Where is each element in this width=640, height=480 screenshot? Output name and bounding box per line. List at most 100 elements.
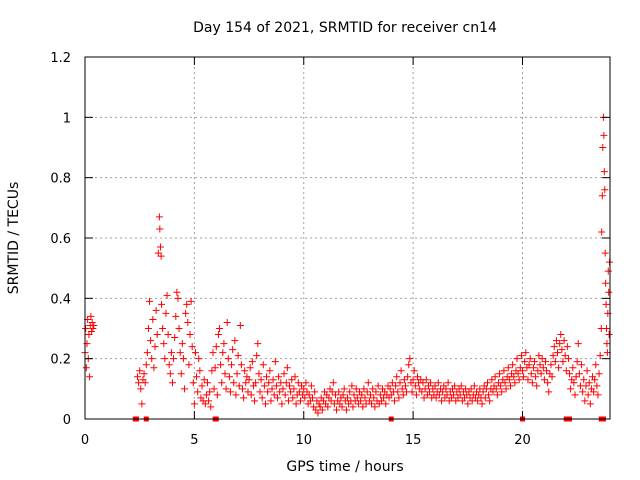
data-point [270, 391, 278, 399]
data-point [412, 391, 420, 399]
data-point [205, 397, 213, 405]
data-point [562, 367, 570, 375]
data-point [236, 321, 244, 329]
data-point [246, 364, 254, 372]
data-point [528, 379, 536, 387]
data-point [350, 391, 358, 399]
data-point [218, 379, 226, 387]
data-point [214, 331, 222, 339]
data-point [431, 382, 439, 390]
data-point [233, 370, 241, 378]
data-point [245, 376, 253, 384]
data-point [438, 397, 446, 405]
data-point [151, 343, 159, 351]
data-point [397, 367, 405, 375]
data-point [592, 361, 600, 369]
data-point [566, 370, 574, 378]
data-point [520, 373, 528, 381]
data-point [329, 379, 337, 387]
data-point [564, 355, 572, 363]
data-point [543, 367, 551, 375]
data-point [519, 367, 526, 375]
data-point [253, 352, 261, 360]
data-point [305, 391, 313, 399]
data-point [584, 391, 592, 399]
data-point [275, 373, 283, 381]
data-point [598, 228, 606, 236]
data-point [496, 370, 504, 378]
data-point [188, 343, 196, 351]
data-point [162, 309, 170, 317]
data-point [586, 400, 594, 408]
data-point [251, 397, 259, 405]
data-point [338, 403, 346, 411]
data-point [193, 373, 201, 381]
data-point [600, 131, 608, 139]
data-point [256, 388, 264, 396]
data-point [491, 373, 499, 381]
data-point [570, 379, 578, 387]
data-point [291, 373, 299, 381]
data-point [529, 364, 537, 372]
x-tick-label: 5 [190, 433, 198, 448]
data-point [572, 373, 580, 381]
data-point [358, 391, 366, 399]
data-point [333, 406, 341, 414]
data-point [283, 364, 291, 372]
data-point [419, 379, 427, 387]
data-point [505, 376, 513, 384]
data-point [547, 361, 555, 369]
data-point [327, 397, 335, 405]
data-point [177, 370, 185, 378]
data-point [602, 300, 610, 308]
data-point [161, 355, 169, 363]
data-point [176, 349, 184, 357]
data-point [196, 367, 204, 375]
y-tick-label: 1 [63, 111, 71, 126]
data-point [185, 361, 193, 369]
data-point [206, 388, 214, 396]
data-point [216, 325, 224, 332]
data-point [533, 382, 541, 390]
data-point [179, 355, 187, 363]
data-point [318, 406, 326, 414]
data-point [515, 376, 523, 384]
x-axis-label: GPS time / hours [286, 459, 403, 475]
data-point [137, 385, 145, 393]
data-point [591, 376, 599, 384]
data-point [143, 349, 151, 357]
y-tick-label: 0.8 [50, 172, 71, 187]
y-tick-label: 0.2 [50, 353, 71, 368]
data-point [181, 385, 189, 393]
data-point [548, 373, 556, 381]
data-point [271, 358, 279, 366]
data-point [265, 379, 273, 387]
y-tick-label: 0.6 [50, 232, 71, 247]
x-tick-label: 15 [405, 433, 422, 448]
data-point [501, 379, 509, 387]
data-point [394, 388, 402, 396]
data-point [522, 349, 530, 357]
data-point [87, 312, 95, 320]
data-point [488, 376, 496, 384]
data-point [175, 325, 183, 332]
data-point [134, 373, 141, 381]
axis-ticks: 0 0.2 0.4 0.6 0.8 1 1.2 0 5 10 15 20 [50, 51, 610, 448]
data-point [88, 328, 96, 336]
data-point [575, 370, 583, 378]
data-point [242, 379, 250, 387]
data-point [583, 367, 591, 375]
data-point [476, 385, 484, 393]
data-point [569, 364, 577, 372]
data-point [595, 370, 603, 378]
data-point [189, 379, 197, 387]
data-point [184, 318, 192, 326]
data-point [278, 400, 286, 408]
data-point [280, 370, 288, 378]
data-point [485, 391, 493, 399]
data-point [557, 331, 565, 339]
data-point [164, 331, 172, 339]
data-point [511, 379, 519, 387]
data-point [155, 213, 163, 221]
data-point [531, 358, 539, 366]
